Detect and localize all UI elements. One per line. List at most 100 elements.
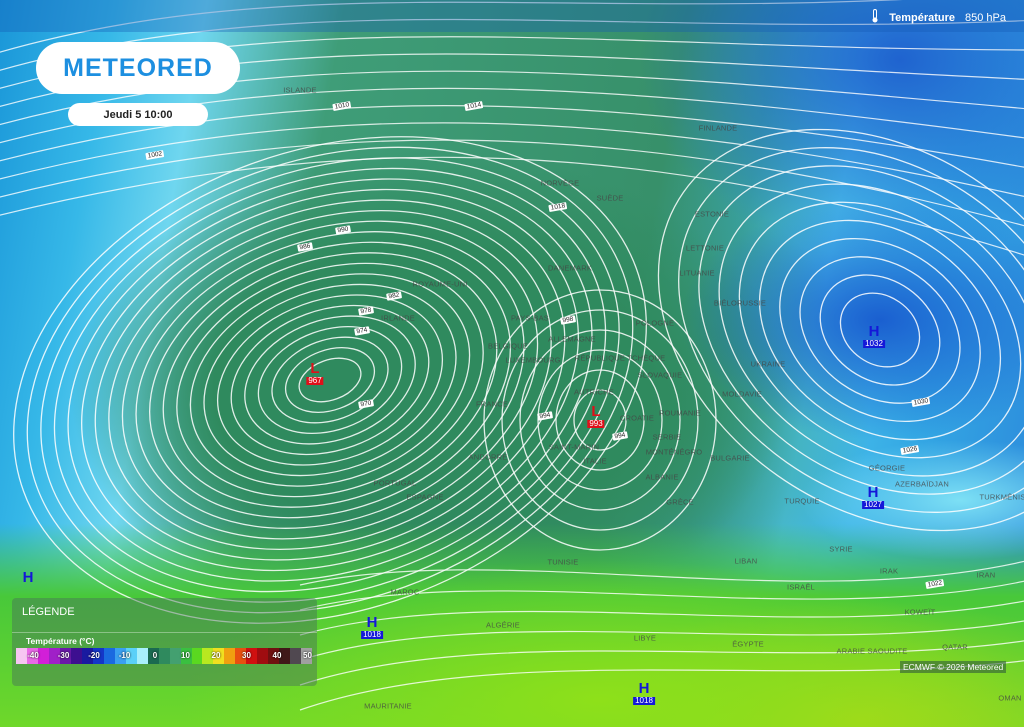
scale-tick: -30 (57, 651, 70, 660)
scale-tick: -10 (118, 651, 131, 660)
country-label: Grèce (666, 497, 694, 507)
color-swatch (301, 648, 313, 664)
isobar (0, 156, 1024, 256)
layer-selector[interactable]: Température 850 hPa (871, 9, 1006, 26)
pressure-letter: H (22, 569, 34, 586)
country-label: Égypte (732, 639, 764, 649)
country-label: Finlande (698, 123, 738, 133)
country-label: Israël (787, 582, 815, 592)
country-label: Lettonie (685, 243, 725, 253)
color-swatch (246, 648, 258, 664)
isobar (779, 237, 981, 423)
pressure-letter: H (868, 323, 880, 340)
scale-tick: 40 (272, 651, 282, 660)
forecast-date[interactable]: Jeudi 5 10:00 (68, 103, 208, 126)
low-pressure-center: L 967 (306, 360, 324, 385)
high-pressure-center: H 1027 (862, 485, 884, 509)
country-label: Serbie (652, 432, 682, 442)
color-swatch (202, 648, 214, 664)
country-label: République Tchèque (574, 353, 666, 363)
country-label: Allemagne (548, 334, 596, 344)
isobar (26, 146, 634, 614)
color-swatch (147, 648, 159, 664)
country-label: France (475, 399, 509, 409)
legend-panel[interactable]: LÉGENDE Température (°C) -40 -30 -20 -10 0 10… (12, 598, 317, 686)
pressure-value: 1018 (361, 630, 383, 639)
isobar (501, 309, 699, 531)
isobar (718, 183, 1024, 477)
pressure-letter: H (638, 680, 650, 697)
country-label: Lituanie (679, 268, 715, 278)
isobar (0, 139, 1024, 227)
high-pressure-center: H (23, 570, 34, 586)
isobar (0, 70, 1024, 126)
pressure-value: 993 (587, 419, 605, 428)
scale-tick: 20 (211, 651, 221, 660)
isobar (573, 389, 627, 451)
isobar (284, 347, 376, 413)
color-swatch (59, 648, 71, 664)
country-label: Slovaquie (637, 370, 683, 380)
isobar (149, 241, 511, 519)
isobar (53, 167, 607, 593)
color-swatch (158, 648, 170, 664)
color-swatch (268, 648, 280, 664)
isobar (40, 157, 620, 603)
country-label: Algérie (486, 620, 520, 630)
isobar (0, 122, 1024, 198)
isobar (244, 315, 416, 445)
low-pressure-center: L 993 (587, 403, 605, 428)
isobar (758, 219, 1002, 441)
isobar (230, 304, 430, 456)
isobar (819, 274, 941, 386)
pressure-letter: H (366, 614, 378, 631)
country-label: Azerbaïdjan (895, 479, 949, 489)
country-label: Royaume-Uni (412, 279, 468, 289)
country-label: Luxembourg (505, 355, 561, 365)
color-swatch (257, 648, 269, 664)
pressure-letter: H (867, 484, 879, 501)
isobar (81, 188, 579, 572)
country-label: Roumanie (658, 408, 702, 418)
pressure-letter: L (591, 403, 601, 420)
color-swatch (48, 648, 60, 664)
country-label: Turkménistan (979, 492, 1024, 502)
scale-tick: 10 (181, 651, 190, 660)
isobar (678, 147, 1024, 513)
country-label: Liban (734, 556, 758, 566)
country-label: Portugal (373, 478, 417, 488)
top-bar (0, 0, 1024, 32)
isobar (519, 329, 681, 511)
isobar (299, 620, 1024, 661)
isobar (483, 289, 717, 551)
isobar (299, 580, 1024, 611)
isobar (299, 560, 1024, 586)
country-label: Irak (879, 566, 899, 576)
pressure-letter: L (310, 360, 320, 377)
isobar (555, 369, 645, 471)
color-swatch (16, 648, 27, 664)
isobar (799, 256, 961, 404)
country-label: Tunisie (547, 557, 579, 567)
country-label: Syrie (829, 544, 853, 554)
country-label: Mauritanie (364, 701, 412, 711)
country-label: Belgique (488, 341, 528, 351)
isobar (298, 357, 362, 403)
color-swatch (235, 648, 247, 664)
country-label: Italie (583, 456, 607, 466)
color-swatch (191, 648, 203, 664)
meteored-logo[interactable]: METEORED (36, 42, 240, 94)
country-label: Croatie (619, 413, 655, 423)
isobar (108, 209, 552, 551)
isobar (839, 292, 921, 368)
pressure-value: 1027 (862, 500, 884, 509)
isobar (135, 231, 525, 529)
color-swatch (279, 648, 291, 664)
country-label: Irlande (381, 313, 415, 323)
scale-tick: 50 (303, 651, 312, 660)
pressure-value: 1018 (633, 696, 655, 705)
scale-tick: 30 (242, 651, 251, 660)
color-swatch (290, 648, 302, 664)
country-label: Oman (998, 693, 1022, 703)
legend-subtitle: Température (°C) (26, 636, 95, 646)
